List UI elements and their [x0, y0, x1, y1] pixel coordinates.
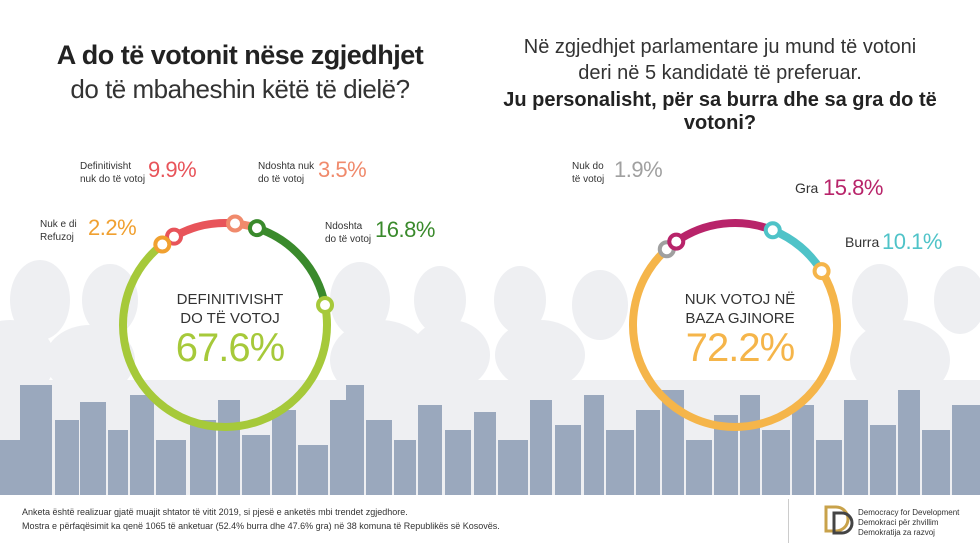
center-label-left: DEFINITIVISHT DO TË VOTOJ — [176, 291, 284, 327]
label-nuk-e-di: Nuk e di Refuzoj — [40, 219, 77, 243]
donut-marker-rightChart-3 — [812, 262, 831, 281]
pct-ndoshta-nuk: 3.5% — [318, 157, 367, 182]
donut-marker-leftChart-2 — [247, 219, 266, 238]
footer: Anketa është realizuar gjatë muajit shta… — [0, 495, 980, 551]
logo-text: Democracy for Development Demokraci për … — [858, 508, 960, 537]
label-definitivisht-nuk: Definitivisht nuk do të votoj — [80, 161, 146, 185]
donut-arc-rightChart-1 — [673, 219, 775, 245]
pct-gra: 15.8% — [823, 175, 883, 200]
pct-definitivisht-nuk: 9.9% — [148, 157, 197, 182]
left-title: A do të votonit nëse zgjedhjet — [56, 40, 424, 70]
footnote-line2: Mostra e përfaqësimit ka qenë 1065 të an… — [22, 521, 500, 531]
donut-arc-leftChart-3 — [119, 241, 331, 431]
right-question: Ju personalisht, për sa burra dhe sa gra… — [503, 89, 937, 134]
left-subtitle: do të mbaheshin këtë të dielë? — [70, 74, 410, 104]
footnote-line1: Anketa është realizuar gjatë muajit shta… — [22, 507, 408, 517]
center-pct-right: 72.2% — [685, 326, 795, 370]
right-title-line2: deri në 5 kandidatë të preferuar. — [578, 62, 862, 84]
donut-marker-rightChart-1 — [667, 232, 686, 251]
donut-marker-rightChart-2 — [763, 221, 782, 240]
pct-ndoshta: 16.8% — [375, 217, 435, 242]
pct-nuk-e-di: 2.2% — [88, 215, 137, 240]
donut-arc-rightChart-2 — [771, 226, 825, 274]
footer-divider — [788, 499, 789, 543]
donut-arc-rightChart-3 — [629, 246, 841, 431]
pct-burra: 10.1% — [882, 229, 942, 254]
donut-marker-leftChart-4 — [153, 235, 172, 254]
pct-nuk-do: 1.9% — [614, 157, 663, 182]
center-pct-left: 67.6% — [175, 326, 285, 370]
donut-marker-leftChart-3 — [316, 296, 335, 315]
label-ndoshta-nuk: Ndoshta nuk do të votoj — [258, 161, 315, 185]
label-ndoshta: Ndoshta do të votoj — [325, 221, 372, 245]
donut-marker-leftChart-1 — [226, 214, 245, 233]
donut-arc-leftChart-2 — [255, 224, 329, 306]
city-buildings — [0, 385, 980, 495]
center-label-right: NUK VOTOJ NË BAZA GJINORE — [684, 291, 796, 327]
right-title-line1: Në zgjedhjet parlamentare ju mund të vot… — [523, 36, 917, 58]
dd-logo-icon — [824, 505, 854, 535]
label-burra: Burra — [845, 234, 880, 250]
donut-marker-leftChart-0 — [165, 227, 183, 246]
label-nuk-do: Nuk do të votoj — [572, 161, 605, 185]
label-gra: Gra — [795, 180, 819, 196]
